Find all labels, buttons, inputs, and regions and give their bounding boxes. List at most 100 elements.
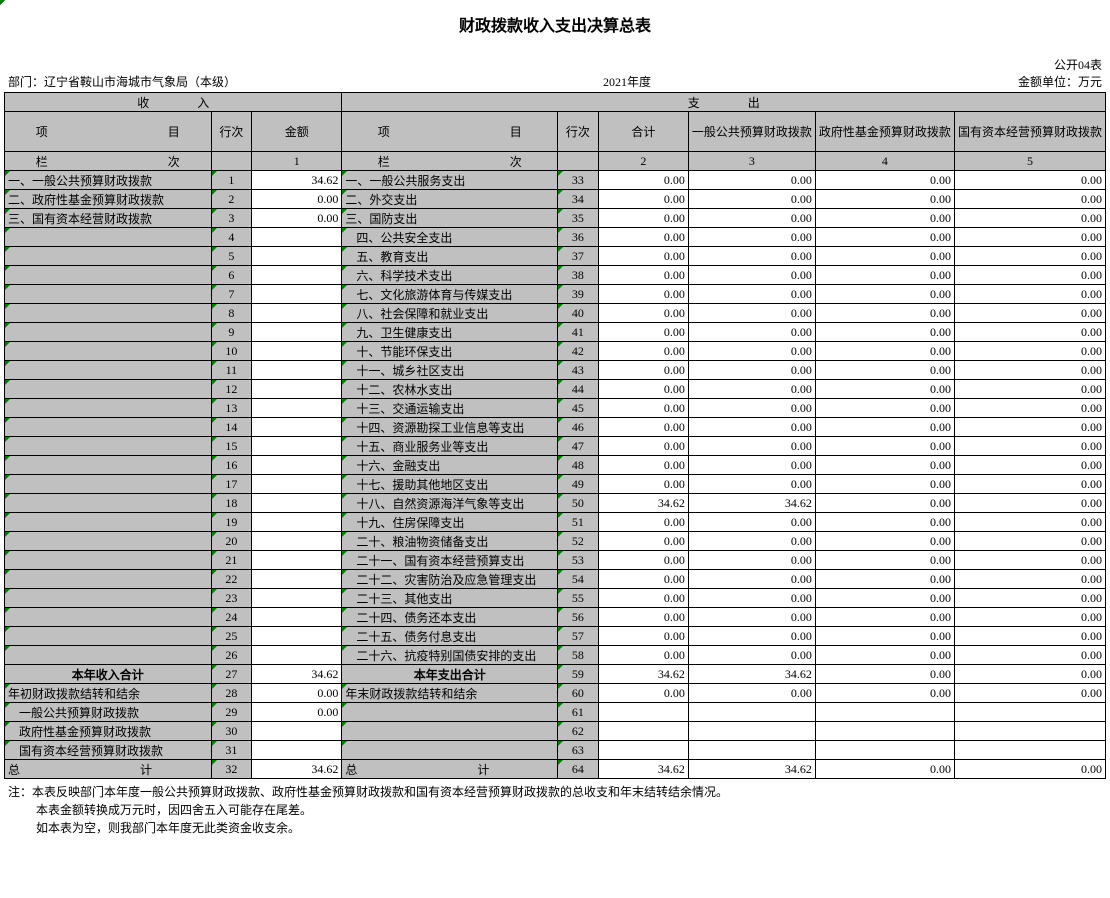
row-num: 13 [211,399,252,418]
value-cell: 0.00 [598,437,688,456]
income-item [5,551,212,570]
value-cell: 0.00 [815,570,954,589]
value-cell: 0.00 [598,570,688,589]
income-amount: 34.62 [252,171,342,190]
row-num: 41 [558,323,599,342]
value-cell: 34.62 [598,494,688,513]
value-cell: 0.00 [688,475,815,494]
row-num: 46 [558,418,599,437]
table-row: 10十、节能环保支出420.000.000.000.00 [5,342,1106,361]
table-row: 6六、科学技术支出380.000.000.000.00 [5,266,1106,285]
expense-item: 十二、农林水支出 [342,380,558,399]
value-cell: 0.00 [954,418,1105,437]
row-num: 26 [211,646,252,665]
row-num: 24 [211,608,252,627]
value-cell: 0.00 [815,456,954,475]
income-amount [252,589,342,608]
row-num: 32 [211,760,252,779]
income-item [5,589,212,608]
value-cell: 0.00 [815,266,954,285]
value-cell: 0.00 [815,437,954,456]
hdr-rownum-l: 行次 [211,112,252,152]
value-cell: 0.00 [598,589,688,608]
income-amount: 34.62 [252,665,342,684]
row-num: 7 [211,285,252,304]
value-cell: 0.00 [688,399,815,418]
row-num: 18 [211,494,252,513]
income-amount: 0.00 [252,190,342,209]
value-cell: 0.00 [815,551,954,570]
row-num: 3 [211,209,252,228]
income-amount [252,722,342,741]
value-cell: 0.00 [954,380,1105,399]
expense-item: 十四、资源勘探工业信息等支出 [342,418,558,437]
row-num: 36 [558,228,599,247]
income-amount [252,646,342,665]
income-item [5,342,212,361]
expense-item: 十七、援助其他地区支出 [342,475,558,494]
form-number: 公开04表 [0,56,1110,73]
table-row: 国有资本经营预算财政拨款3163 [5,741,1106,760]
value-cell: 0.00 [954,608,1105,627]
value-cell: 0.00 [688,570,815,589]
row-num: 40 [558,304,599,323]
income-item [5,456,212,475]
value-cell: 0.00 [954,171,1105,190]
value-cell: 0.00 [598,228,688,247]
row-num: 28 [211,684,252,703]
hdr-expense: 支 出 [342,93,1106,112]
table-row: 5五、教育支出370.000.000.000.00 [5,247,1106,266]
dept-name: 辽宁省鞍山市海城市气象局（本级） [44,75,236,89]
row-num: 29 [211,703,252,722]
table-row: 14十四、资源勘探工业信息等支出460.000.000.000.00 [5,418,1106,437]
expense-item: 二十一、国有资本经营预算支出 [342,551,558,570]
value-cell: 34.62 [688,494,815,513]
value-cell: 0.00 [815,646,954,665]
income-amount [252,247,342,266]
row-num: 37 [558,247,599,266]
value-cell: 0.00 [815,665,954,684]
summary-table: 收 入 支 出 项 目 行次 金额 项 目 行次 合计 一般公共预算财政拨款 政… [4,92,1106,779]
income-amount [252,551,342,570]
value-cell: 0.00 [815,380,954,399]
value-cell [598,722,688,741]
income-item [5,608,212,627]
meta-row: 部门：辽宁省鞍山市海城市气象局（本级） 2021年度 金额单位：万元 [0,73,1110,92]
value-cell: 0.00 [954,437,1105,456]
value-cell: 0.00 [598,361,688,380]
footnote: 如本表为空，则我部门本年度无此类资金收支余。 [8,819,1102,837]
value-cell: 0.00 [815,399,954,418]
table-row: 总 计3234.62总 计6434.6234.620.000.00 [5,760,1106,779]
row-num: 19 [211,513,252,532]
expense-item: 九、卫生健康支出 [342,323,558,342]
value-cell: 0.00 [598,285,688,304]
income-amount [252,494,342,513]
value-cell: 0.00 [688,589,815,608]
table-row: 23二十三、其他支出550.000.000.000.00 [5,589,1106,608]
row-num: 2 [211,190,252,209]
value-cell: 0.00 [598,551,688,570]
value-cell [815,703,954,722]
row-num: 45 [558,399,599,418]
hdr-income: 收 入 [5,93,342,112]
table-row: 25二十五、债务付息支出570.000.000.000.00 [5,627,1106,646]
value-cell: 0.00 [598,247,688,266]
expense-item: 本年支出合计 [342,665,558,684]
value-cell: 0.00 [815,494,954,513]
table-row: 13十三、交通运输支出450.000.000.000.00 [5,399,1106,418]
value-cell: 0.00 [688,456,815,475]
value-cell: 0.00 [598,532,688,551]
footnote: 本表金额转换成万元时，因四舍五入可能存在尾差。 [8,801,1102,819]
row-num: 55 [558,589,599,608]
value-cell: 0.00 [954,285,1105,304]
value-cell: 0.00 [598,323,688,342]
hdr-item-l: 项 目 [5,112,212,152]
value-cell: 0.00 [815,361,954,380]
hdr-colhead-l: 栏 次 [5,152,212,171]
table-row: 二、政府性基金预算财政拨款20.00二、外交支出340.000.000.000.… [5,190,1106,209]
row-num: 59 [558,665,599,684]
value-cell: 0.00 [954,190,1105,209]
value-cell: 0.00 [598,304,688,323]
row-num: 39 [558,285,599,304]
value-cell: 0.00 [688,171,815,190]
